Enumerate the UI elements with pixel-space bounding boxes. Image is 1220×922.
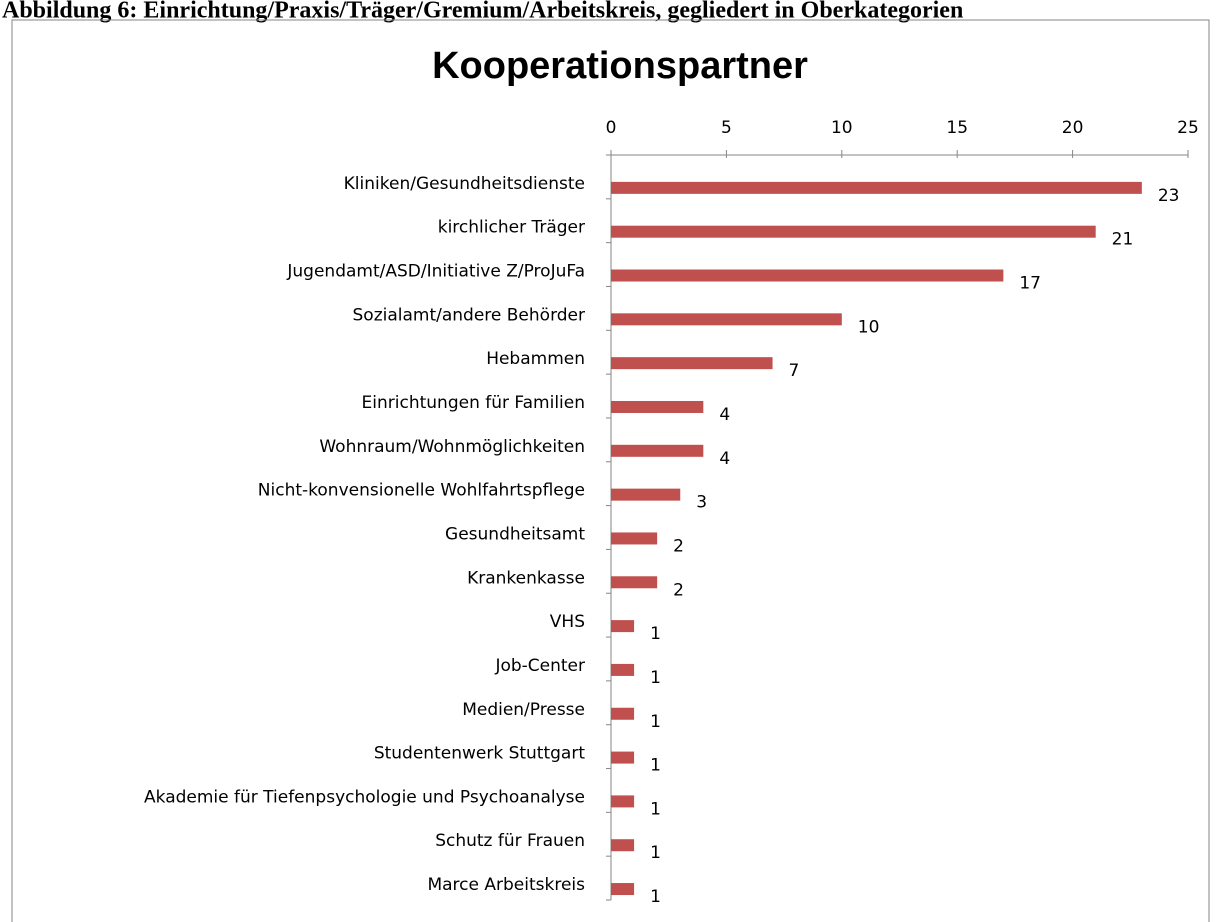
bar [611, 181, 1142, 194]
y-tick-label: Hebammen [486, 349, 585, 369]
value-label: 1 [650, 843, 661, 863]
bar [611, 444, 704, 457]
value-label: 4 [719, 449, 730, 469]
y-tick-label: Medien/Presse [462, 700, 585, 720]
x-tick-label: 25 [1177, 118, 1199, 138]
value-label: 10 [858, 317, 880, 337]
y-tick-label: Schutz für Frauen [435, 831, 585, 851]
value-label: 1 [650, 668, 661, 688]
value-label: 17 [1019, 274, 1041, 294]
y-tick-label: Nicht-konvensionelle Wohlfahrtspflege [258, 481, 585, 501]
bar [611, 357, 773, 370]
y-tick-label: Wohnraum/Wohnmöglichkeiten [319, 437, 585, 457]
bar [611, 620, 635, 633]
bar [611, 400, 704, 413]
y-tick-label: Sozialamt/andere Behörder [353, 305, 586, 325]
y-tick-label: Gesundheitsamt [445, 524, 585, 544]
y-tick-label: Jugendamt/ASD/Initiative Z/ProJuFa [286, 262, 585, 282]
y-tick-label: Akademie für Tiefenpsychologie und Psych… [144, 787, 585, 807]
value-label: 1 [650, 624, 661, 644]
value-label: 1 [650, 887, 661, 907]
x-tick-label: 15 [946, 118, 968, 138]
bar [611, 839, 635, 852]
bar [611, 488, 681, 501]
x-tick-label: 10 [831, 118, 853, 138]
chart-title: Kooperationspartner [432, 45, 808, 87]
y-tick-label: Kliniken/Gesundheitsdienste [344, 174, 585, 194]
bar [611, 751, 635, 764]
bar [611, 663, 635, 676]
bar [611, 576, 658, 589]
value-label: 1 [650, 712, 661, 732]
value-label: 3 [696, 493, 707, 513]
y-tick-label: kirchlicher Träger [438, 218, 585, 238]
value-label: 2 [673, 580, 684, 600]
value-label: 23 [1158, 186, 1180, 206]
bar [611, 707, 635, 720]
bar [611, 225, 1096, 238]
bar [611, 313, 842, 326]
y-tick-label: Krankenkasse [467, 568, 585, 588]
bar [611, 883, 635, 896]
value-label: 1 [650, 799, 661, 819]
value-label: 2 [673, 536, 684, 556]
value-label: 1 [650, 756, 661, 776]
y-tick-label: VHS [550, 612, 585, 632]
y-tick-label: Studentenwerk Stuttgart [374, 744, 586, 764]
value-label: 21 [1112, 230, 1134, 250]
y-tick-label: Job-Center [494, 656, 585, 676]
value-label: 7 [789, 361, 800, 381]
x-tick-label: 0 [606, 118, 617, 138]
bar [611, 532, 658, 545]
y-tick-label: Einrichtungen für Familien [362, 393, 585, 413]
x-tick-label: 20 [1062, 118, 1084, 138]
y-tick-label: Marce Arbeitskreis [427, 875, 585, 895]
chart-frame [11, 19, 1210, 922]
caption: Abbildung 6: Einrichtung/Praxis/Träger/G… [2, 0, 963, 24]
bar [611, 795, 635, 808]
value-label: 4 [719, 405, 730, 425]
bar [611, 269, 1004, 282]
x-tick-label: 5 [721, 118, 732, 138]
